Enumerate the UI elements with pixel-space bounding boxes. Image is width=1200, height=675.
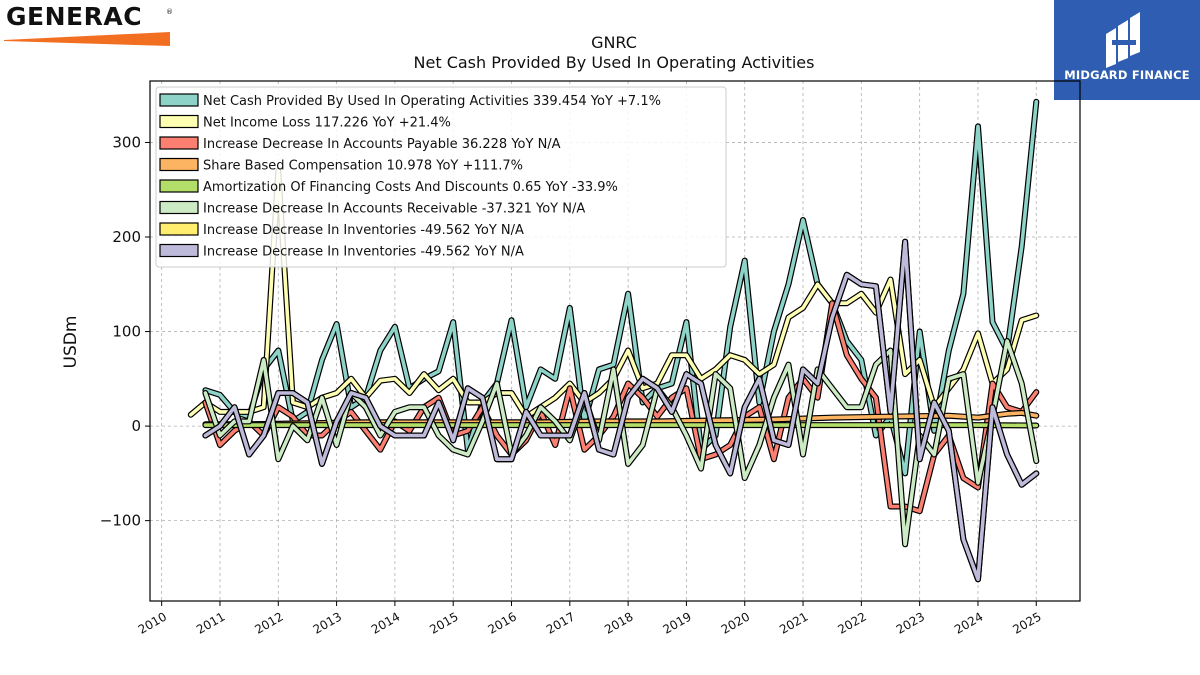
x-tick-label: 2014	[369, 609, 402, 636]
y-axis-label: USDm	[61, 316, 81, 369]
x-tick-label: 2022	[835, 609, 868, 636]
y-tick-label: −100	[100, 512, 141, 530]
x-tick-label: 2020	[719, 609, 752, 636]
y-axis: −100 0 100 200 300	[100, 133, 150, 530]
legend-swatch	[159, 93, 199, 107]
chart-subtitle: Net Cash Provided By Used In Operating A…	[414, 53, 815, 72]
legend-swatch	[159, 136, 199, 150]
x-tick-label: 2010	[136, 609, 169, 636]
x-tick-label: 2023	[894, 609, 927, 636]
legend-entry: Increase Decrease In Inventories -49.562…	[203, 223, 524, 238]
y-tick-label: 200	[112, 228, 141, 246]
x-tick-label: 2011	[194, 609, 227, 636]
partner-name: MIDGARD FINANCE	[1064, 68, 1190, 82]
registered-mark-icon: ®	[166, 8, 173, 16]
x-tick-label: 2013	[311, 609, 344, 636]
legend-entry: Net Cash Provided By Used In Operating A…	[203, 94, 661, 109]
legend-swatch	[159, 222, 199, 236]
x-axis: 2010 2011 2012 2013 2014 2015 2016 2017 2018 2019…	[136, 601, 1044, 637]
x-tick-label: 2025	[1010, 609, 1043, 636]
x-tick-label: 2019	[660, 609, 693, 636]
chart-title: GNRC	[591, 33, 637, 52]
legend: Net Cash Provided By Used In Operating A…	[155, 86, 727, 268]
y-tick-label: 300	[112, 133, 141, 151]
legend-entry: Increase Decrease In Inventories -49.562…	[203, 245, 524, 260]
x-tick-label: 2024	[952, 609, 985, 636]
legend-swatch	[159, 200, 199, 215]
generac-swoosh-icon	[4, 32, 170, 46]
plot-frame	[149, 80, 1081, 602]
legend-entry: Increase Decrease In Accounts Receivable…	[203, 202, 585, 217]
legend-swatch	[159, 179, 199, 193]
x-tick-label: 2015	[427, 609, 460, 636]
x-tick-label: 2016	[486, 609, 519, 636]
generac-wordmark: GENERAC	[6, 2, 143, 31]
x-tick-label: 2017	[544, 609, 577, 636]
legend-box	[155, 86, 727, 268]
y-tick-label: 0	[131, 417, 141, 435]
legend-entry: Share Based Compensation 10.978 YoY +111…	[203, 159, 523, 174]
midgard-finance-logo: MIDGARD FINANCE	[1054, 0, 1200, 100]
x-tick-label: 2021	[777, 609, 810, 636]
y-tick-label: 100	[112, 323, 141, 341]
legend-swatch	[159, 114, 199, 129]
midgard-emblem-icon	[1106, 12, 1140, 68]
series-layer	[187, 98, 1040, 583]
legend-entry: Net Income Loss 117.226 YoY +21.4%	[203, 116, 451, 131]
x-tick-label: 2012	[252, 609, 285, 636]
legend-entry: Increase Decrease In Accounts Payable 36…	[203, 137, 561, 152]
generac-logo: GENERAC ®	[4, 2, 174, 46]
legend-swatch	[159, 243, 199, 258]
x-tick-label: 2018	[602, 609, 635, 636]
legend-entry: Amortization Of Financing Costs And Disc…	[203, 180, 618, 195]
legend-swatch	[159, 157, 199, 172]
series-line-7	[203, 239, 1039, 582]
